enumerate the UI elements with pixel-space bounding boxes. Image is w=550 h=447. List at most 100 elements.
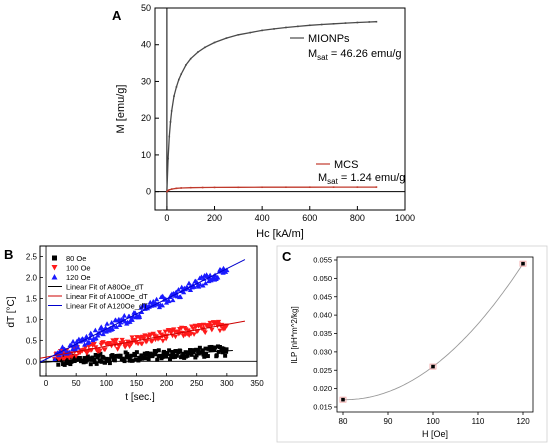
scatter-point-square	[191, 348, 196, 353]
series-point	[197, 51, 199, 53]
panel-b-x-tick-label: 350	[250, 379, 264, 388]
scatter-point-square	[220, 350, 225, 355]
panel-c-y-ticks: 0.015 0.020 0.025 0.030 0.035 0.040 0.045 0.050…	[313, 256, 337, 412]
series-point	[375, 20, 378, 23]
panel-c-y-tick-label: 0.030	[313, 347, 332, 356]
panel-a-label: A	[112, 8, 122, 23]
series-point	[261, 29, 263, 32]
panel-b-x-ticks: 0 50 100 150 200 250 300 350	[44, 373, 264, 388]
scatter-point-square	[204, 351, 209, 356]
panel-c-x-tick-label: 80	[339, 417, 348, 426]
panel-c-x-tick-label: 100	[426, 417, 440, 426]
panel-a-y-tick-label: 40	[141, 40, 151, 50]
series-line-mcs	[166, 186, 377, 193]
scatter-point-square	[127, 358, 132, 363]
scatter-point-triangle-down	[137, 336, 143, 342]
scatter-point-triangle-down	[208, 323, 214, 329]
panel-a-y-ticks: 0 10 20 30 40 50	[141, 3, 159, 197]
scatter-point-triangle-up	[92, 327, 98, 333]
scatter-point-square	[205, 354, 210, 359]
legend-marker	[52, 255, 57, 261]
scatter-point-triangle-down	[207, 320, 213, 326]
scatter-point-square	[66, 359, 71, 364]
scatter-point-square	[183, 350, 188, 355]
legend-label: Linear Fit of A120Oe_dT	[66, 302, 148, 311]
scatter-point-triangle-up	[181, 289, 187, 295]
annotation-mionps-prefix: M	[308, 48, 317, 60]
series-point	[213, 186, 216, 189]
scatter-point-square	[69, 359, 74, 364]
scatter-point-square	[89, 357, 94, 362]
scatter-point-triangle-down	[147, 333, 153, 339]
fit-line	[39, 320, 246, 359]
panel-c-y-tick-label: 0.050	[313, 274, 332, 283]
scatter-point-triangle-down	[102, 347, 108, 352]
scatter-point-square	[194, 347, 199, 352]
panel-b-y-tick-label: 2.0	[26, 273, 38, 282]
legend-label: 120 Oe	[66, 273, 91, 282]
annotation-mionps-suffix: = 46.26 emu/g	[328, 48, 402, 60]
panel-a-x-tick-label: 0	[164, 213, 169, 223]
scatter-point-square	[197, 345, 202, 350]
scatter-point-triangle-down	[129, 335, 135, 341]
scatter-point-triangle-down	[91, 341, 97, 347]
scatter-point-square	[107, 361, 112, 366]
scatter-point-square	[169, 354, 174, 359]
scatter-point-square	[68, 362, 73, 367]
annotation-mionps-sub: sat	[317, 53, 328, 62]
series-point	[320, 23, 323, 26]
scatter-point-square	[134, 350, 139, 355]
series-point	[308, 186, 311, 188]
panel-a-x-tick-label: 400	[255, 213, 270, 223]
scatter-point-triangle-up	[98, 324, 104, 329]
fit-line	[39, 259, 246, 363]
series-point	[213, 41, 216, 44]
panel-b-frame	[39, 245, 258, 377]
series-point	[297, 25, 299, 28]
scatter-point-square	[145, 351, 150, 356]
series-point	[285, 26, 287, 29]
scatter-point-square	[146, 357, 151, 362]
panel-a-frame	[154, 7, 406, 211]
scatter-point-square	[134, 357, 139, 362]
scatter-point-square	[155, 357, 160, 362]
scatter-point-triangle-down	[144, 339, 150, 344]
series-point	[201, 186, 204, 189]
panel-a-y-tick-label: 10	[141, 150, 151, 160]
scatter-point-triangle-down	[115, 347, 121, 352]
scatter-point-square	[194, 353, 199, 358]
scatter-point-square	[81, 360, 86, 365]
series-point	[356, 21, 359, 24]
scatter-point-triangle-up	[198, 274, 205, 279]
panel-a-legend-mionps: MIONPs Msat = 46.26 emu/g	[290, 33, 402, 62]
panel-b-x-tick-label: 250	[190, 379, 204, 388]
scatter-point-square	[125, 352, 130, 357]
series-point	[375, 186, 378, 188]
scatter-point-triangle-up	[197, 281, 203, 287]
scatter-point-triangle-up	[175, 286, 182, 292]
legend-marker	[51, 274, 58, 280]
scatter-point-triangle-up	[191, 284, 197, 289]
panel-c-y-tick-label: 0.025	[313, 366, 332, 375]
scatter-point-square	[154, 349, 159, 354]
scatter-point-triangle-down	[113, 337, 120, 343]
scatter-point-triangle-down	[69, 354, 75, 360]
panel-c-x-tick-label: 110	[472, 417, 485, 426]
scatter-point-square	[224, 347, 229, 352]
scatter-point-triangle-down	[162, 329, 168, 335]
series-point	[225, 37, 228, 39]
panel-b-y-tick-label: 1.0	[26, 315, 38, 324]
scatter-point-square	[71, 355, 76, 360]
panel-c-y-tick-label: 0.020	[313, 384, 332, 393]
scatter-point-triangle-up	[166, 298, 172, 303]
annotation-mionps: Msat = 46.26 emu/g	[308, 48, 402, 62]
series-point	[166, 190, 168, 193]
legend-label-mcs: MCS	[334, 159, 358, 171]
scatter-point-square	[217, 344, 222, 349]
scatter-point-square	[84, 358, 89, 363]
panel-a-x-tick-label: 200	[207, 213, 222, 223]
scatter-point-triangle-down	[73, 354, 79, 359]
scatter-point-square	[122, 359, 127, 364]
scatter-point-square	[203, 346, 208, 351]
scatter-point-square	[56, 362, 61, 367]
